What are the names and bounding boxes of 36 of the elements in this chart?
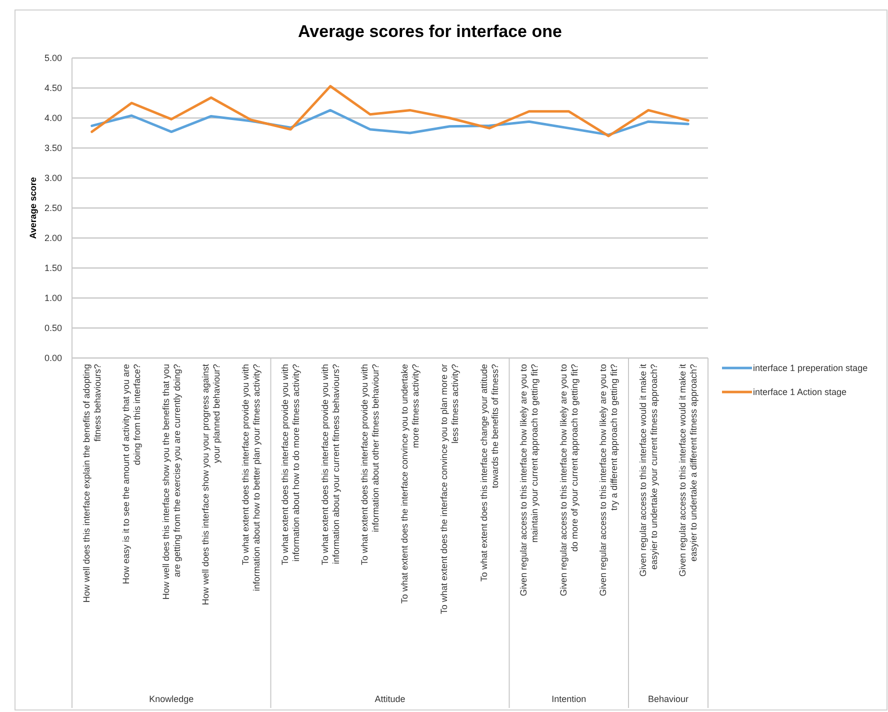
x-tick-label: How well does this interface show you the benefits that you are getting from the exercise you are currently doing? <box>160 364 182 600</box>
y-tick-label: 3.50 <box>44 143 62 154</box>
x-tick-label: Given regular access to this interface how likely are you to do more of your current approach to getting fit? <box>558 364 580 596</box>
x-tick-label: To what extent does this interface provide you with information about how to better plan your fitness activity? <box>240 364 262 592</box>
text: Intention <box>552 694 586 704</box>
y-axis-title: Average score <box>28 177 38 239</box>
text: Knowledge <box>149 694 194 704</box>
text: Behaviour <box>648 694 689 704</box>
x-tick-label: To what extent does the interface convince you to plan more or less fitness activity? <box>439 364 460 614</box>
x-tick-label: To what extent does the interface convince you to undertake more fitness activity? <box>399 364 420 604</box>
legend-label: interface 1 Action stage <box>753 387 847 398</box>
x-tick-label: Given regular access to this interface would it make it easyier to undertake your current fitness approach? <box>638 364 659 577</box>
x-tick-label: To what extent does this interface provide you with information about your current fitness behaviours? <box>320 364 341 566</box>
y-tick-label: 4.50 <box>44 83 62 94</box>
x-tick-label: Given regular access to this interface how likely are you to maintain your current approach to getting fit? <box>518 364 540 596</box>
x-tick-label: Given regular access to this interface how likely are you to try a different approach to getting fit? <box>598 364 620 596</box>
y-tick-label: 1.00 <box>44 293 62 304</box>
y-tick-label: 1.50 <box>44 263 62 274</box>
y-tick-label: 4.00 <box>44 113 62 124</box>
x-tick-label: To what extent does this interface provide you with information about how to do more fitness activity? <box>280 364 302 566</box>
y-tick-label: 0.50 <box>44 323 62 334</box>
x-tick-label: How well does this interface show you your progress against your planned behaviour? <box>200 364 222 606</box>
x-tick-label: To what extent does this interface provide you with information about other fitness behaviour? <box>360 364 381 566</box>
x-tick-label: Given regular access to this interface would it make it easyier to undertake a different fitness approach? <box>678 364 699 577</box>
text: Attitude <box>374 694 406 704</box>
y-tick-label: 2.00 <box>44 233 62 244</box>
y-tick-label: 0.00 <box>44 353 62 364</box>
line-series <box>90 84 690 138</box>
legend-label: interface 1 preperation stage <box>753 363 868 374</box>
y-tick-label: 5.00 <box>44 53 62 64</box>
chart-title: Average scores for interface one <box>298 22 562 41</box>
x-tick-label: How well does this interface explain the benefits of adopting fitness behaviours? <box>81 364 102 603</box>
x-tick-label: To what extent does this interface change your attitude towards the benefits of fitness? <box>478 364 500 582</box>
y-tick-label: 2.50 <box>44 203 62 214</box>
y-tick-label: 3.00 <box>44 173 62 184</box>
x-tick-label: How easy is it to see the amount of activity that you are doing from this interface? <box>121 364 142 584</box>
